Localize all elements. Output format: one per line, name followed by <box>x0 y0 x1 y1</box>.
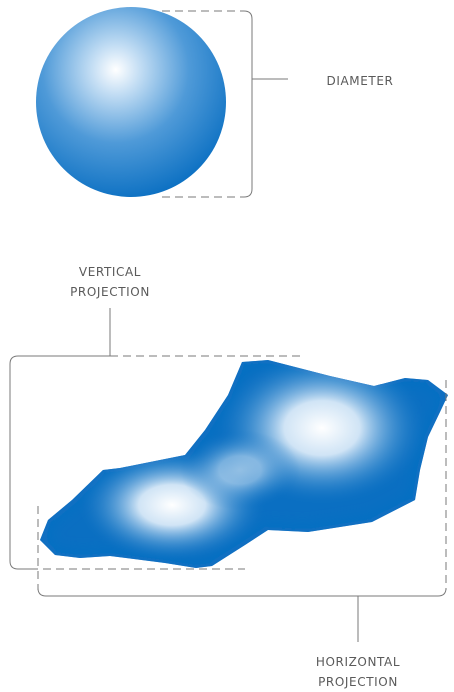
vertical-projection-label: VERTICAL PROJECTION <box>35 262 185 302</box>
horizontal-projection-bracket <box>37 380 447 642</box>
diameter-label-text: DIAMETER <box>326 74 394 88</box>
sphere <box>36 7 226 197</box>
horizontal-projection-label: HORIZONTAL PROJECTION <box>283 652 433 692</box>
diameter-bracket <box>162 10 288 198</box>
vertical-projection-bracket <box>9 308 305 570</box>
diameter-label: DIAMETER <box>300 71 420 91</box>
vertical-projection-label-line2: PROJECTION <box>70 285 150 299</box>
horizontal-projection-label-line2: PROJECTION <box>318 675 398 689</box>
irregular-particle <box>40 360 448 568</box>
horizontal-projection-label-line1: HORIZONTAL <box>315 655 401 669</box>
vertical-projection-label-line1: VERTICAL <box>78 265 142 279</box>
